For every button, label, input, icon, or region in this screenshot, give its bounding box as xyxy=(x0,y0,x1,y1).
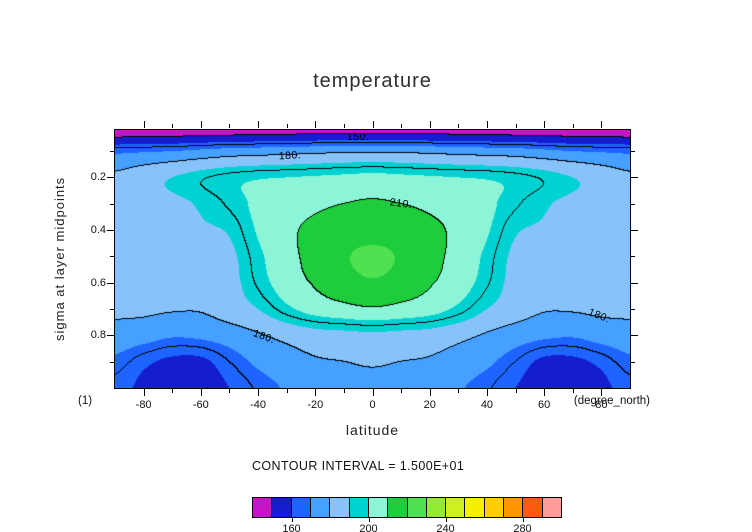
x-axis-tick-minor xyxy=(515,389,517,393)
x-tick-label: -40 xyxy=(250,399,266,411)
colorbar-cell xyxy=(406,498,426,517)
colorbar-label: 200 xyxy=(359,523,378,532)
y-axis-tick-major xyxy=(107,230,114,232)
x-axis-tick-major xyxy=(258,389,260,396)
x-axis-tick-minor xyxy=(286,124,288,128)
y-tick-label: 0.2 xyxy=(90,171,106,184)
x-axis-tick-minor xyxy=(401,124,403,128)
y-axis-tick-major xyxy=(631,177,638,179)
y-axis-tick-minor xyxy=(631,256,635,258)
y-axis-tick-major xyxy=(107,335,114,337)
x-axis-tick-minor xyxy=(572,124,574,128)
x-axis-tick-major xyxy=(200,121,202,128)
x-axis-tick-minor xyxy=(572,389,574,393)
colorbar-cell xyxy=(271,498,291,517)
colorbar-label: 240 xyxy=(436,523,455,532)
x-axis-tick-minor xyxy=(401,389,403,393)
x-axis-tick-minor xyxy=(515,124,517,128)
contour-interval-note: CONTOUR INTERVAL = 1.500E+01 xyxy=(252,459,465,473)
colorbar-cell xyxy=(541,498,561,517)
colorbar-cell xyxy=(329,498,349,517)
y-axis-label: sigma at layer midpoints xyxy=(52,176,67,342)
x-axis-units: (degree_north) xyxy=(573,395,650,407)
plot-area xyxy=(114,129,631,389)
x-axis-tick-major xyxy=(601,121,603,128)
y-axis-tick-minor xyxy=(110,309,114,311)
y-axis-tick-minor xyxy=(110,361,114,363)
plot-title: temperature xyxy=(313,70,432,92)
colorbar-cell xyxy=(445,498,465,517)
y-axis-tick-major xyxy=(631,335,638,337)
x-tick-label: 20 xyxy=(423,399,436,411)
x-tick-label: 0 xyxy=(369,399,376,411)
x-axis-tick-minor xyxy=(343,124,345,128)
x-axis-tick-minor xyxy=(229,124,231,128)
x-axis-tick-major xyxy=(486,121,488,128)
x-axis-tick-major xyxy=(200,389,202,396)
colorbar-cell xyxy=(253,498,272,517)
x-tick-label: 60 xyxy=(538,399,551,411)
x-axis-tick-major xyxy=(486,389,488,396)
colorbar-tick xyxy=(291,518,293,522)
x-axis-label: latitude xyxy=(345,422,400,438)
x-axis-tick-minor xyxy=(458,389,460,393)
x-axis-tick-minor xyxy=(229,389,231,393)
y-tick-label: 0.8 xyxy=(90,329,106,342)
y-axis-tick-major xyxy=(631,282,638,284)
x-axis-tick-major xyxy=(315,121,317,128)
colorbar-cell xyxy=(348,498,368,517)
x-axis-tick-major xyxy=(315,389,317,396)
y-tick-label: 0.4 xyxy=(90,224,106,237)
y-axis-tick-major xyxy=(631,230,638,232)
y-tick-label: 0.6 xyxy=(90,276,106,289)
x-axis-tick-major xyxy=(544,389,546,396)
colorbar-label: 280 xyxy=(513,523,532,532)
x-axis-tick-major xyxy=(601,389,603,396)
x-axis-tick-minor xyxy=(172,124,174,128)
x-tick-label: 80 xyxy=(595,399,608,411)
x-axis-tick-major xyxy=(429,121,431,128)
x-axis-tick-minor xyxy=(172,389,174,393)
x-axis-tick-minor xyxy=(458,124,460,128)
x-axis-tick-major xyxy=(258,121,260,128)
colorbar-cell xyxy=(290,498,310,517)
y-axis-tick-major xyxy=(107,282,114,284)
colorbar-cell xyxy=(309,498,330,517)
x-axis-tick-minor xyxy=(343,389,345,393)
y-axis-tick-minor xyxy=(110,203,114,205)
colorbar-cell xyxy=(483,498,504,517)
x-tick-label: -60 xyxy=(192,399,209,411)
y-axis-tick-major xyxy=(107,177,114,179)
colorbar-tick xyxy=(522,518,524,522)
contour-canvas xyxy=(115,130,630,388)
x-axis-tick-major xyxy=(544,121,546,128)
x-tick-label: 40 xyxy=(480,399,494,411)
colorbar-cell xyxy=(387,498,407,517)
colorbar-tick xyxy=(368,518,370,522)
colorbar xyxy=(252,497,562,518)
x-axis-tick-major xyxy=(372,389,374,396)
x-axis-tick-major xyxy=(372,121,374,128)
x-tick-label: -80 xyxy=(135,399,152,411)
y-axis-tick-minor xyxy=(631,361,635,363)
y-axis-tick-minor xyxy=(110,256,114,258)
x-axis-tick-major xyxy=(429,389,431,396)
colorbar-cell xyxy=(425,498,446,517)
colorbar-label: 160 xyxy=(282,523,301,532)
x-tick-label: -20 xyxy=(307,399,324,411)
x-axis-left-note: (1) xyxy=(78,395,93,407)
colorbar-cell xyxy=(464,498,484,517)
y-axis-tick-minor xyxy=(631,309,635,311)
y-axis-tick-minor xyxy=(631,203,635,205)
colorbar-tick xyxy=(445,518,447,522)
colorbar-cell xyxy=(522,498,542,517)
y-axis-tick-minor xyxy=(110,151,114,153)
colorbar-cell xyxy=(503,498,523,517)
x-axis-tick-major xyxy=(143,389,145,396)
y-axis-tick-minor xyxy=(631,151,635,153)
x-axis-tick-major xyxy=(143,121,145,128)
colorbar-cell xyxy=(367,498,388,517)
x-axis-tick-minor xyxy=(286,389,288,393)
